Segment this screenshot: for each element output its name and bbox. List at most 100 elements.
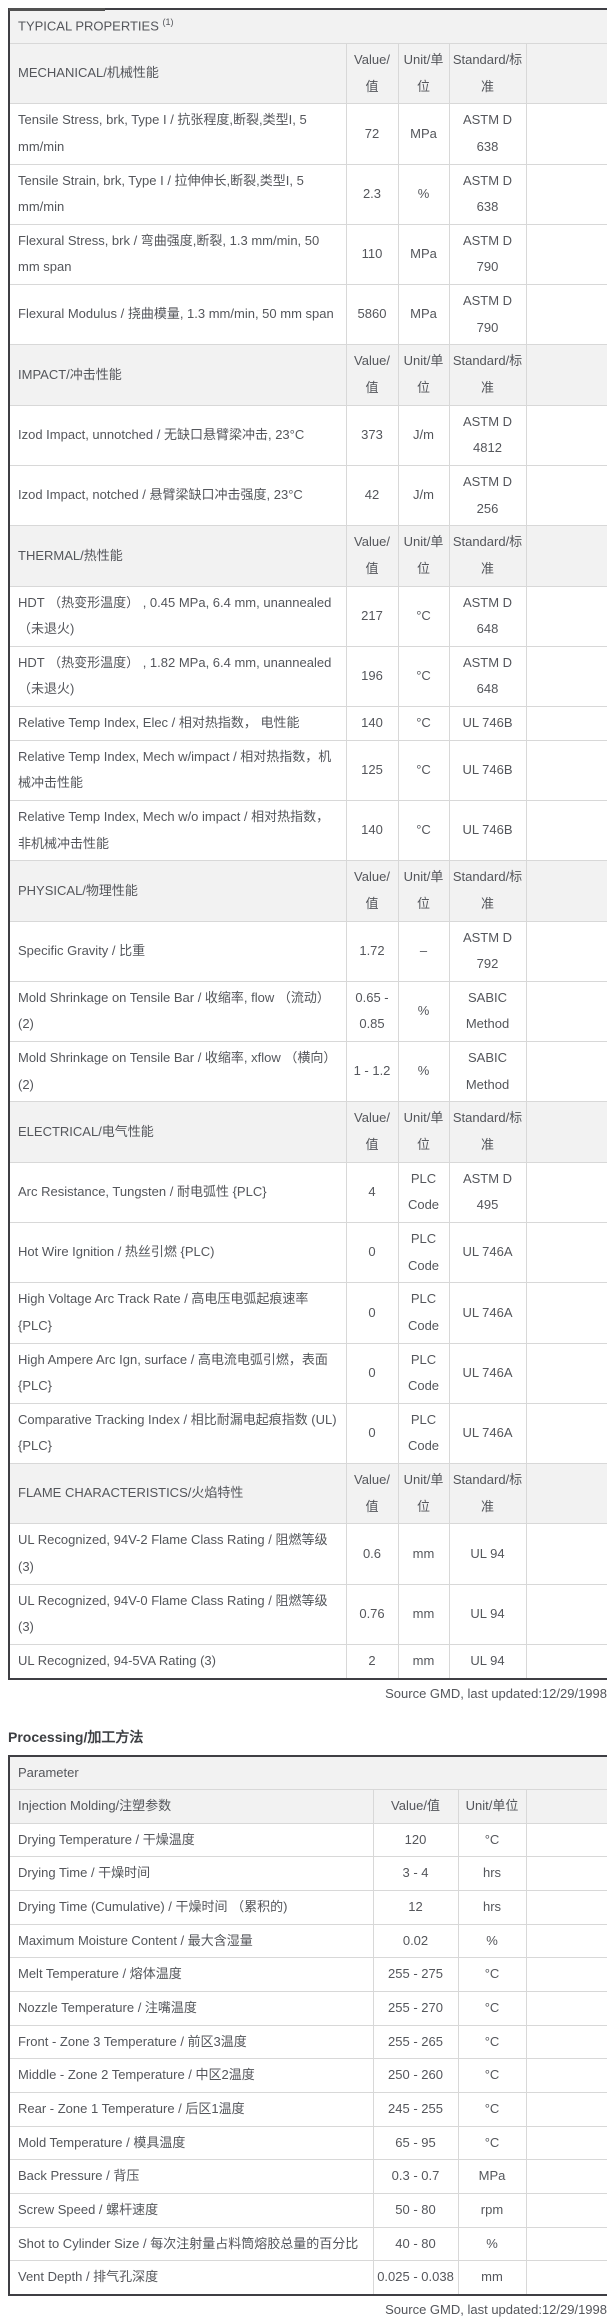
filler-cell bbox=[525, 1957, 607, 1993]
property-name-cell: Relative Temp Index, Mech w/impact / 相对热… bbox=[8, 739, 347, 801]
processing-source-note: Source GMD, last updated:12/29/1998 bbox=[385, 2301, 607, 2317]
property-row: UL Recognized, 94-5VA Rating (3) 2 mm UL… bbox=[8, 1643, 607, 1680]
property-unit-cell: MPa bbox=[397, 223, 450, 286]
processing-value-cell: 250 - 260 bbox=[372, 2058, 459, 2093]
standard-column-header: Standard/标准 bbox=[448, 525, 527, 587]
section-name-cell: FLAME CHARACTERISTICS/火焰特性 bbox=[8, 1463, 347, 1525]
property-value-cell: 217 bbox=[345, 585, 399, 647]
filler-cell bbox=[525, 344, 607, 406]
property-standard-cell: ASTM D 256 bbox=[448, 464, 527, 527]
property-standard-cell: ASTM D 648 bbox=[448, 645, 527, 708]
processing-value-cell: 0.3 - 0.7 bbox=[372, 2159, 459, 2194]
filler-cell bbox=[525, 2226, 607, 2262]
property-row: HDT （热变形温度） , 0.45 MPa, 6.4 mm, unanneal… bbox=[8, 585, 607, 647]
processing-row: Melt Temperature / 熔体温度 255 - 275 °C bbox=[8, 1957, 607, 1993]
processing-row: Back Pressure / 背压 0.3 - 0.7 MPa bbox=[8, 2159, 607, 2194]
filler-cell bbox=[525, 2024, 607, 2060]
filler-cell bbox=[525, 223, 607, 286]
property-standard-cell: ASTM D 638 bbox=[448, 163, 527, 225]
filler-cell bbox=[525, 404, 607, 466]
property-standard-cell: ASTM D 790 bbox=[448, 284, 527, 346]
property-name-cell: Relative Temp Index, Elec / 相对热指数， 电性能 bbox=[8, 706, 347, 741]
property-standard-cell: UL 746B bbox=[448, 706, 527, 741]
property-standard-cell: ASTM D 495 bbox=[448, 1161, 527, 1223]
property-unit-cell: °C bbox=[397, 645, 450, 708]
property-value-cell: 5860 bbox=[345, 284, 399, 346]
processing-parameter-cell: Rear - Zone 1 Temperature / 后区1温度 bbox=[8, 2091, 374, 2127]
property-unit-cell: °C bbox=[397, 706, 450, 741]
section-header-row: THERMAL/热性能 Value/值 Unit/单位 Standard/标准 bbox=[8, 525, 607, 587]
properties-table-head: TYPICAL PROPERTIES (1) bbox=[8, 8, 607, 44]
processing-unit-cell: °C bbox=[457, 1991, 527, 2026]
property-unit-cell: mm bbox=[397, 1583, 450, 1645]
filler-cell bbox=[525, 2192, 607, 2228]
processing-parameter-cell: Nozzle Temperature / 注嘴温度 bbox=[8, 1991, 374, 2026]
filler-cell bbox=[525, 163, 607, 225]
section-name-cell: IMPACT/冲击性能 bbox=[8, 344, 347, 406]
property-value-cell: 2.3 bbox=[345, 163, 399, 225]
processing-row: Mold Temperature / 模具温度 65 - 95 °C bbox=[8, 2125, 607, 2161]
property-standard-cell: UL 746A bbox=[448, 1221, 527, 1284]
property-name-cell: HDT （热变形温度） , 0.45 MPa, 6.4 mm, unanneal… bbox=[8, 585, 347, 647]
property-name-cell: Izod Impact, unnotched / 无缺口悬臂梁冲击, 23°C bbox=[8, 404, 347, 466]
property-unit-cell: °C bbox=[397, 799, 450, 862]
property-unit-cell: PLC Code bbox=[397, 1402, 450, 1465]
property-unit-cell: PLC Code bbox=[397, 1342, 450, 1404]
value-column-header: Value/值 bbox=[345, 344, 399, 406]
processing-row: Front - Zone 3 Temperature / 前区3温度 255 -… bbox=[8, 2024, 607, 2060]
processing-parameter-cell: Front - Zone 3 Temperature / 前区3温度 bbox=[8, 2024, 374, 2060]
section-header-row: PHYSICAL/物理性能 Value/值 Unit/单位 Standard/标… bbox=[8, 860, 607, 922]
filler-cell bbox=[525, 284, 607, 346]
property-row: Hot Wire Ignition / 热丝引燃 {PLC) 0 PLC Cod… bbox=[8, 1221, 607, 1284]
processing-row: Rear - Zone 1 Temperature / 后区1温度 245 - … bbox=[8, 2091, 607, 2127]
property-value-cell: 0.65 - 0.85 bbox=[345, 980, 399, 1043]
property-unit-cell: mm bbox=[397, 1643, 450, 1680]
processing-row: Middle - Zone 2 Temperature / 中区2温度 250 … bbox=[8, 2058, 607, 2093]
property-row: Izod Impact, notched / 悬臂梁缺口冲击强度, 23°C 4… bbox=[8, 464, 607, 527]
processing-parameter-cell: Drying Time (Cumulative) / 干燥时间 （累积的) bbox=[8, 1890, 374, 1925]
processing-value-cell: 65 - 95 bbox=[372, 2125, 459, 2161]
processing-unit-cell: MPa bbox=[457, 2159, 527, 2194]
property-value-cell: 4 bbox=[345, 1161, 399, 1223]
filler-cell bbox=[525, 1822, 607, 1858]
processing-title: Processing/加工方法 bbox=[8, 1728, 144, 1745]
filler-cell bbox=[525, 739, 607, 801]
property-name-cell: Hot Wire Ignition / 热丝引燃 {PLC) bbox=[8, 1221, 347, 1284]
processing-value-cell: 12 bbox=[372, 1890, 459, 1925]
property-value-cell: 2 bbox=[345, 1643, 399, 1680]
processing-value-cell: 255 - 265 bbox=[372, 2024, 459, 2060]
property-unit-cell: – bbox=[397, 920, 450, 982]
processing-value-cell: 40 - 80 bbox=[372, 2226, 459, 2262]
property-section: IMPACT/冲击性能 Value/值 Unit/单位 Standard/标准 … bbox=[8, 344, 607, 527]
standard-column-header: Standard/标准 bbox=[448, 1463, 527, 1525]
table-title-footnote: (1) bbox=[162, 17, 174, 27]
processing-row: Nozzle Temperature / 注嘴温度 255 - 270 °C bbox=[8, 1991, 607, 2026]
processing-row: Shot to Cylinder Size / 每次注射量占料筒熔胶总量的百分比… bbox=[8, 2226, 607, 2262]
processing-row: Drying Time (Cumulative) / 干燥时间 （累积的) 12… bbox=[8, 1890, 607, 1925]
unit-column-header: Unit/单位 bbox=[397, 525, 450, 587]
property-row: Relative Temp Index, Mech w/impact / 相对热… bbox=[8, 739, 607, 801]
property-unit-cell: PLC Code bbox=[397, 1161, 450, 1223]
property-standard-cell: UL 746B bbox=[448, 799, 527, 862]
unit-column-header: Unit/单位 bbox=[397, 1463, 450, 1525]
property-unit-cell: mm bbox=[397, 1523, 450, 1585]
standard-column-header: Standard/标准 bbox=[448, 344, 527, 406]
property-row: Mold Shrinkage on Tensile Bar / 收缩率, flo… bbox=[8, 980, 607, 1043]
processing-unit-cell: °C bbox=[457, 1957, 527, 1993]
filler-cell bbox=[525, 103, 607, 165]
processing-value-cell: 120 bbox=[372, 1822, 459, 1858]
processing-parameter-cell: Melt Temperature / 熔体温度 bbox=[8, 1957, 374, 1993]
filler-cell bbox=[525, 2125, 607, 2161]
tab-remnant-strip bbox=[9, 8, 105, 11]
property-unit-cell: J/m bbox=[397, 404, 450, 466]
standard-column-header: Standard/标准 bbox=[448, 860, 527, 922]
processing-unit-cell: hrs bbox=[457, 1890, 527, 1925]
property-row: Arc Resistance, Tungsten / 耐电弧性 {PLC} 4 … bbox=[8, 1161, 607, 1223]
unit-column-header: Unit/单位 bbox=[457, 1789, 527, 1824]
property-value-cell: 110 bbox=[345, 223, 399, 286]
property-unit-cell: % bbox=[397, 163, 450, 225]
processing-value-cell: 0.025 - 0.038 bbox=[372, 2260, 459, 2296]
property-name-cell: Relative Temp Index, Mech w/o impact / 相… bbox=[8, 799, 347, 862]
processing-unit-cell: rpm bbox=[457, 2192, 527, 2228]
section-name-cell: PHYSICAL/物理性能 bbox=[8, 860, 347, 922]
